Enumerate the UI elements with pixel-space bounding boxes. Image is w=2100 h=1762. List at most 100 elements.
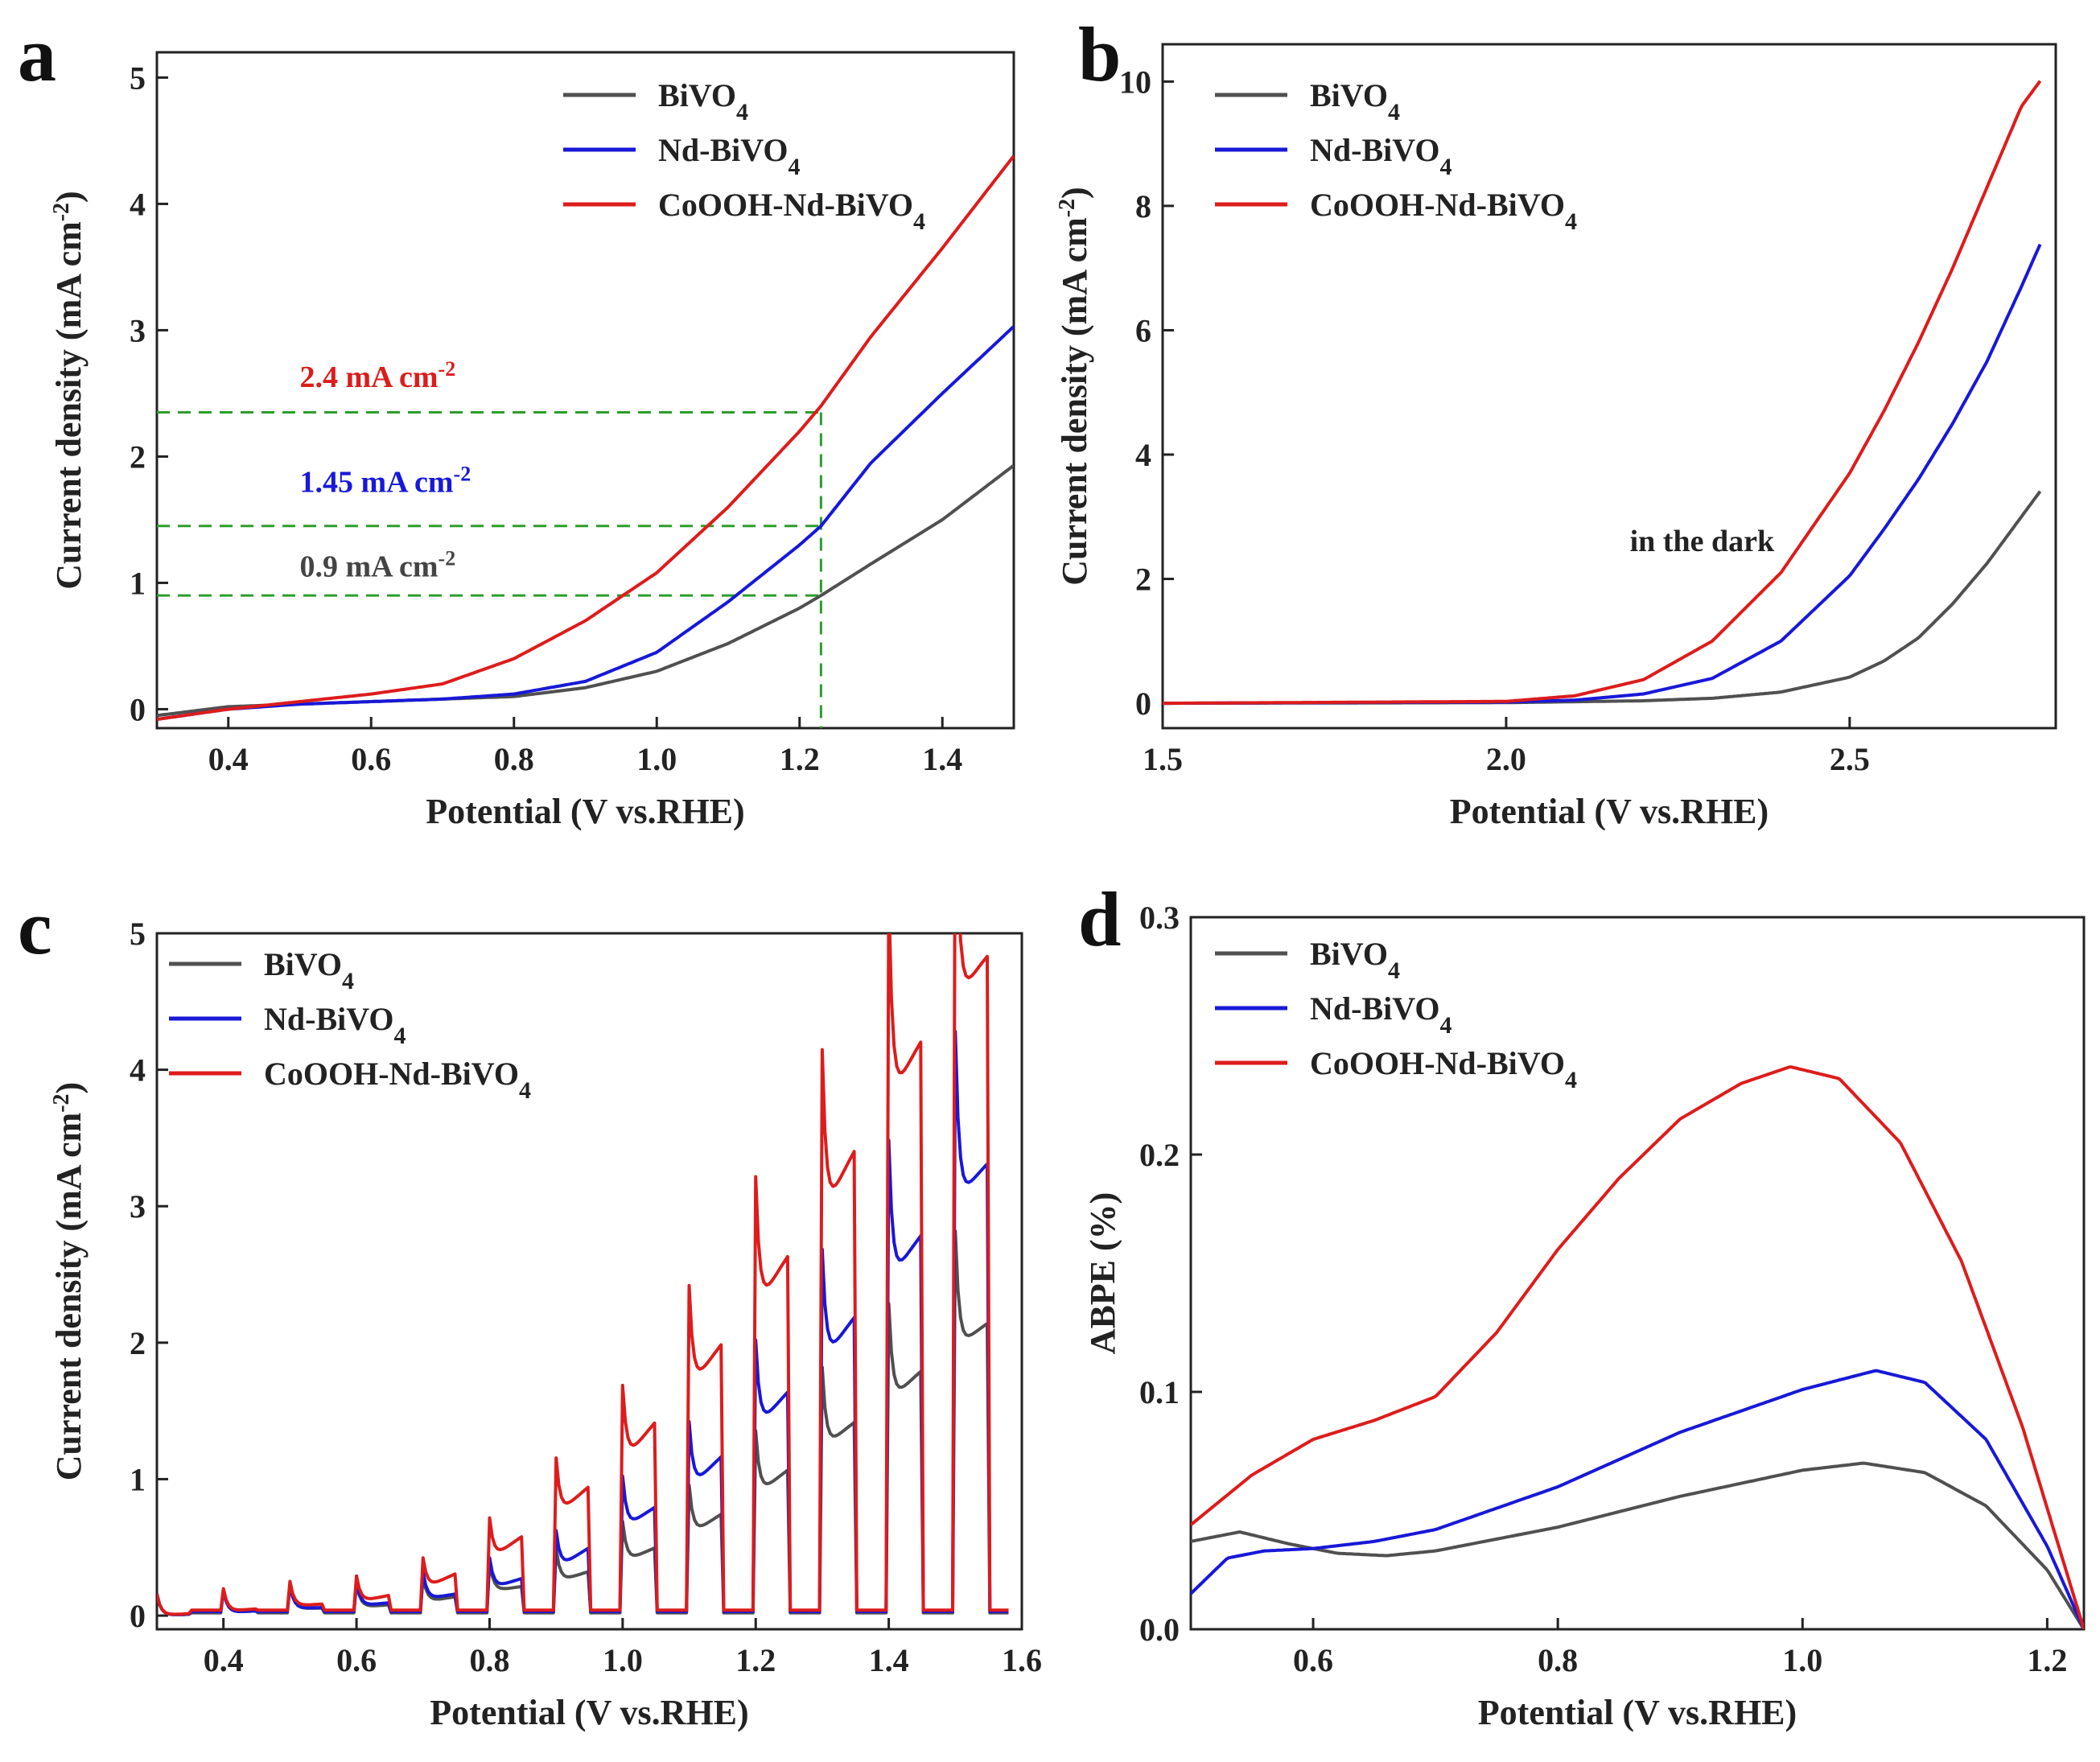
legend-label-sub: 4: [788, 154, 800, 180]
series-line-1: [157, 463, 1014, 718]
series-line-3: [157, 933, 1009, 1616]
y-tick-label: 0: [1135, 685, 1151, 722]
x-tick-label: 1.0: [603, 1642, 643, 1678]
axes-frame: [155, 51, 1015, 730]
annotation-sup: -2: [439, 546, 456, 570]
legend-label: Nd-BiVO4: [658, 132, 800, 180]
panel-b: b 1.5 2.0 2.5 0 2 4 6 8 10 Potential (V vs.RHE) Cur…: [1055, 11, 2057, 831]
y-tick-label: 0.3: [1139, 900, 1180, 936]
y-tick-label: 0: [130, 691, 146, 727]
x-tick-label: 1.4: [869, 1642, 909, 1678]
axes-frame: [1189, 916, 2086, 1631]
legend-label-sub: 4: [342, 968, 354, 994]
panel-label: d: [1078, 876, 1121, 962]
x-tick-label: 1.5: [1143, 741, 1183, 777]
plot-area: [1191, 1065, 2084, 1629]
panel-a: a 0.4 0.6 0.8 1.0 1.2 1.4 0 1 2 3 4 5 Potential (V vs…: [18, 11, 1015, 831]
series-line-2: [157, 325, 1014, 721]
y-axis-label: Current density (mA cm-2): [49, 191, 89, 589]
series-line-3: [1191, 1065, 2084, 1629]
series-line-3: [1163, 80, 2042, 706]
y-tick-label: 0.0: [1139, 1612, 1180, 1648]
y-tick-label: 2: [1135, 562, 1151, 598]
y-tick-label: 5: [130, 916, 146, 952]
annotation: 1.45 mA cm-2: [300, 462, 471, 500]
x-tick-label: 1.2: [2027, 1642, 2067, 1678]
x-tick-label: 0.6: [336, 1642, 377, 1678]
x-tick-label: 1.4: [922, 741, 962, 777]
panel-label: b: [1078, 11, 1121, 97]
legend-label: BiVO4: [264, 946, 354, 994]
y-tick-label: 4: [130, 186, 146, 222]
y-tick-label: 3: [130, 1188, 146, 1225]
y-axis-label-end: ): [1055, 187, 1094, 199]
y-tick-label: 0: [130, 1598, 146, 1634]
series-line-3: [157, 154, 1014, 721]
legend-label-sub: 4: [736, 99, 748, 126]
series-line-1: [1163, 490, 2042, 706]
plot-area: [157, 933, 1009, 1616]
annotation-sup: -2: [454, 462, 471, 485]
y-axis-label-end: ): [49, 191, 89, 203]
y-tick-label: 4: [1135, 437, 1151, 473]
x-axis-label: Potential (V vs.RHE): [1450, 792, 1769, 831]
y-axis-label: Current density (mA cm-2): [49, 1082, 89, 1480]
series-line-1: [157, 1229, 1009, 1616]
y-tick-label: 1: [130, 1461, 146, 1497]
legend-label: BiVO4: [658, 77, 748, 126]
y-tick-label: 0.1: [1139, 1374, 1180, 1410]
legend-label-sub: 4: [393, 1023, 406, 1049]
series-line-2: [157, 1030, 1009, 1616]
x-tick-label: 0.6: [1293, 1642, 1333, 1678]
legend-label-sub: 4: [1439, 154, 1451, 180]
y-axis-label-sup: -2: [49, 203, 74, 221]
y-tick-label: 2: [130, 438, 146, 475]
y-tick-label: 2: [130, 1325, 146, 1361]
legend-label: Nd-BiVO4: [264, 1001, 406, 1049]
annotation: in the dark: [1630, 525, 1775, 558]
legend-label-sub: 4: [519, 1077, 531, 1104]
y-tick-label: 1: [130, 565, 146, 601]
legend-label: BiVO4: [1310, 936, 1400, 984]
legend-label: BiVO4: [1310, 77, 1400, 126]
legend-label-sub: 4: [913, 208, 925, 235]
legend: BiVO4 Nd-BiVO4 CoOOH-Nd-BiVO4: [1215, 936, 1577, 1093]
y-tick-label: 4: [130, 1052, 146, 1089]
legend-label: CoOOH-Nd-BiVO4: [264, 1056, 531, 1104]
legend-label-sub: 4: [1388, 957, 1400, 984]
plot-area: [157, 154, 1014, 728]
legend-label-sub: 4: [1565, 208, 1577, 235]
x-tick-label: 1.2: [735, 1642, 776, 1678]
x-tick-label: 0.8: [469, 1642, 509, 1678]
x-tick-label: 1.2: [780, 741, 820, 777]
panel-d: d 0.6 0.8 1.0 1.2 0.0 0.1 0.2 0.3 Potential (V vs…: [1078, 876, 2086, 1732]
y-axis-label-sup: -2: [1055, 199, 1080, 217]
legend: BiVO4 Nd-BiVO4 CoOOH-Nd-BiVO4: [169, 946, 531, 1104]
x-tick-label: 0.6: [351, 741, 391, 777]
legend-label-sub: 4: [1388, 99, 1400, 126]
y-tick-label: 6: [1135, 312, 1151, 348]
x-tick-label: 1.0: [1782, 1642, 1822, 1678]
y-axis-label-sup: -2: [49, 1093, 74, 1112]
x-tick-label: 0.8: [1538, 1642, 1578, 1678]
plot-area: [1163, 80, 2042, 706]
legend-label: Nd-BiVO4: [1310, 990, 1451, 1039]
legend-label: Nd-BiVO4: [1310, 132, 1451, 180]
x-tick-label: 2.0: [1486, 741, 1526, 777]
axes-frame: [1161, 43, 2057, 730]
y-tick-label: 8: [1135, 188, 1151, 224]
y-axis-label-end: ): [49, 1082, 89, 1094]
x-axis-label: Potential (V vs.RHE): [1478, 1693, 1797, 1732]
legend-label: CoOOH-Nd-BiVO4: [1310, 1045, 1577, 1093]
y-axis-label: ABPE (%): [1083, 1192, 1122, 1355]
panel-label: a: [18, 11, 56, 97]
annotation-sup: -2: [439, 357, 456, 381]
series-line-1: [1191, 1461, 2084, 1629]
legend: BiVO4 Nd-BiVO4 CoOOH-Nd-BiVO4: [1215, 77, 1577, 235]
x-axis-label: Potential (V vs.RHE): [430, 1693, 748, 1732]
legend-label-sub: 4: [1565, 1067, 1577, 1093]
x-tick-label: 0.8: [494, 741, 534, 777]
x-tick-label: 0.4: [208, 741, 249, 777]
y-tick-label: 0.2: [1139, 1137, 1180, 1173]
